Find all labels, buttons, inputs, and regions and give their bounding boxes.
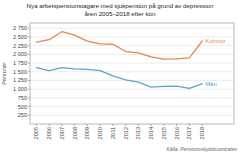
y-tick-label: 1 750 bbox=[13, 60, 27, 66]
grid-line bbox=[30, 97, 234, 98]
grid bbox=[30, 28, 234, 115]
x-tick bbox=[163, 124, 164, 126]
y-tick-label: 1 000 bbox=[13, 86, 27, 92]
source-note: Källa: Pensionsskyddscentralen bbox=[166, 146, 237, 152]
chart: Nya arbetspensionstagare med sjukpension… bbox=[0, 0, 240, 153]
x-tick-label: 2005 bbox=[33, 127, 39, 139]
x-tick bbox=[202, 124, 203, 126]
x-tick bbox=[138, 124, 139, 126]
grid-line bbox=[30, 36, 234, 37]
grid-line bbox=[30, 71, 234, 72]
series-line bbox=[36, 32, 202, 60]
grid-line bbox=[30, 28, 234, 29]
grid-line bbox=[30, 115, 234, 116]
x-tick-label: 2007 bbox=[59, 127, 65, 139]
x-tick-label: 2015 bbox=[161, 127, 167, 139]
grid-line bbox=[30, 89, 234, 90]
x-tick bbox=[112, 124, 113, 126]
x-tick bbox=[176, 124, 177, 126]
y-tick-label: 1 500 bbox=[13, 69, 27, 75]
x-axis: 2005 2006 2007 2008 2009 2010 2011 2012 2013 2014… bbox=[33, 124, 205, 139]
x-tick bbox=[125, 124, 126, 126]
x-tick bbox=[151, 124, 152, 126]
x-tick bbox=[87, 124, 88, 126]
x-tick-label: 2010 bbox=[97, 127, 103, 139]
y-tick-label: 2 500 bbox=[13, 34, 27, 40]
y-axis: 250 500 750 1 000 1 250 1 500 1 750 2 000 2 250 2… bbox=[13, 25, 30, 118]
x-tick-label: 2011 bbox=[110, 127, 116, 139]
plot-frame bbox=[30, 23, 234, 124]
x-tick bbox=[61, 124, 62, 126]
y-tick-label: 250 bbox=[18, 112, 27, 118]
x-tick-label: 2017 bbox=[186, 127, 192, 139]
x-tick-label: 2013 bbox=[135, 127, 141, 139]
x-tick bbox=[49, 124, 50, 126]
subtitle: åren 2005–2018 efter kön bbox=[85, 10, 156, 17]
lines bbox=[36, 32, 202, 89]
x-tick-label: 2009 bbox=[84, 127, 90, 139]
x-tick bbox=[100, 124, 101, 126]
title: Nya arbetspensionstagare med sjukpension… bbox=[27, 2, 214, 9]
y-tick-label: 750 bbox=[18, 95, 27, 101]
series-label: Kvinnor bbox=[205, 38, 225, 44]
series-label: Män bbox=[205, 81, 217, 87]
x-tick bbox=[36, 124, 37, 126]
y-tick-label: 2 750 bbox=[13, 25, 27, 31]
x-tick-label: 2012 bbox=[123, 127, 129, 139]
y-tick-label: 2 250 bbox=[13, 43, 27, 49]
y-axis-label: Personer bbox=[1, 62, 7, 85]
x-tick-label: 2006 bbox=[46, 127, 52, 139]
x-tick-label: 2008 bbox=[72, 127, 78, 139]
grid-line bbox=[30, 45, 234, 46]
y-tick-label: 1 250 bbox=[13, 77, 27, 83]
x-tick bbox=[189, 124, 190, 126]
x-tick-label: 2016 bbox=[174, 127, 180, 139]
y-tick-label: 2 000 bbox=[13, 51, 27, 57]
x-tick-label: 2018 bbox=[199, 127, 205, 139]
x-tick-label: 2014 bbox=[148, 127, 154, 139]
y-tick-label: 500 bbox=[18, 104, 27, 110]
x-tick bbox=[74, 124, 75, 126]
grid-line bbox=[30, 106, 234, 107]
grid-line bbox=[30, 63, 234, 64]
grid-line bbox=[30, 54, 234, 55]
series-line bbox=[36, 68, 202, 89]
line-labels: Kvinnor Män bbox=[205, 38, 225, 87]
